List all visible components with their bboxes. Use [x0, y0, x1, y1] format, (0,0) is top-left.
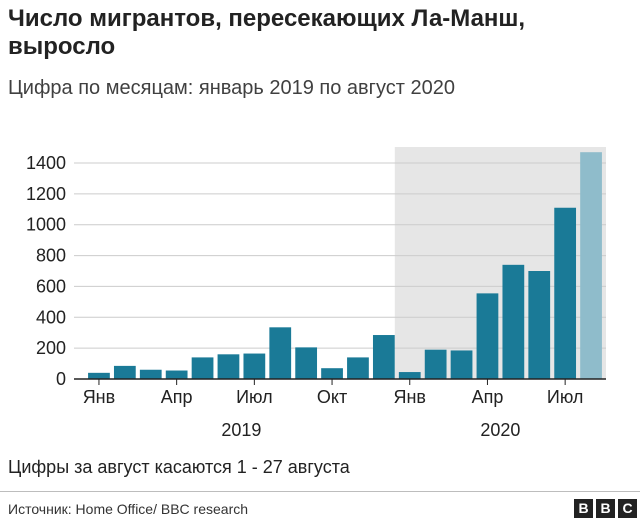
bar: [165, 370, 188, 379]
y-tick-label: 400: [36, 307, 66, 327]
bar: [424, 349, 447, 379]
bbc-logo: B B C: [574, 499, 637, 518]
bar: [217, 354, 240, 379]
x-tick-label: Июл: [547, 387, 584, 407]
x-tick-label: Окт: [317, 387, 347, 407]
bar: [243, 353, 266, 379]
x-tick-label: Янв: [83, 387, 116, 407]
bar: [554, 207, 577, 379]
x-tick-label: Апр: [472, 387, 504, 407]
y-tick-label: 600: [36, 276, 66, 296]
chart-subtitle: Цифра по месяцам: январь 2019 по август …: [8, 77, 455, 99]
source-text: Источник: Home Office/ BBC research: [8, 501, 249, 517]
bar: [321, 368, 343, 379]
bar: [347, 357, 369, 379]
chart-title: Число мигрантов, пересекающих Ла-Манш, в…: [8, 5, 526, 60]
x-tick-label: Янв: [393, 387, 426, 407]
bar: [88, 372, 110, 379]
footer-divider: [0, 491, 640, 492]
bar: [139, 369, 162, 379]
y-tick-label: 1000: [26, 215, 66, 235]
y-tick-label: 1400: [26, 153, 66, 173]
bbc-logo-letter: B: [574, 499, 593, 518]
bar: [528, 271, 551, 379]
bar: [398, 372, 421, 379]
bar: [502, 264, 525, 379]
y-tick-label: 200: [36, 338, 66, 358]
bbc-logo-letter: B: [596, 499, 615, 518]
bar: [580, 152, 602, 379]
footnote: Цифры за август касаются 1 - 27 августа: [8, 457, 350, 477]
bar: [269, 327, 292, 379]
bar: [191, 357, 214, 379]
x-tick-label: Июл: [236, 387, 273, 407]
y-tick-label: 1200: [26, 184, 66, 204]
bbc-logo-letter: C: [618, 499, 637, 518]
year-label: 2019: [221, 420, 261, 440]
bar: [372, 335, 395, 379]
y-tick-label: 0: [56, 369, 66, 389]
bar: [295, 347, 318, 379]
bar: [450, 350, 473, 379]
bar-chart: 0 200 400 600 800 1000 1200 1400 Янв Апр Июл Окт Янв…: [26, 147, 606, 440]
x-tick-label: Апр: [161, 387, 193, 407]
bar: [113, 365, 136, 379]
year-label: 2020: [480, 420, 520, 440]
bar: [476, 293, 499, 379]
y-tick-label: 800: [36, 246, 66, 266]
